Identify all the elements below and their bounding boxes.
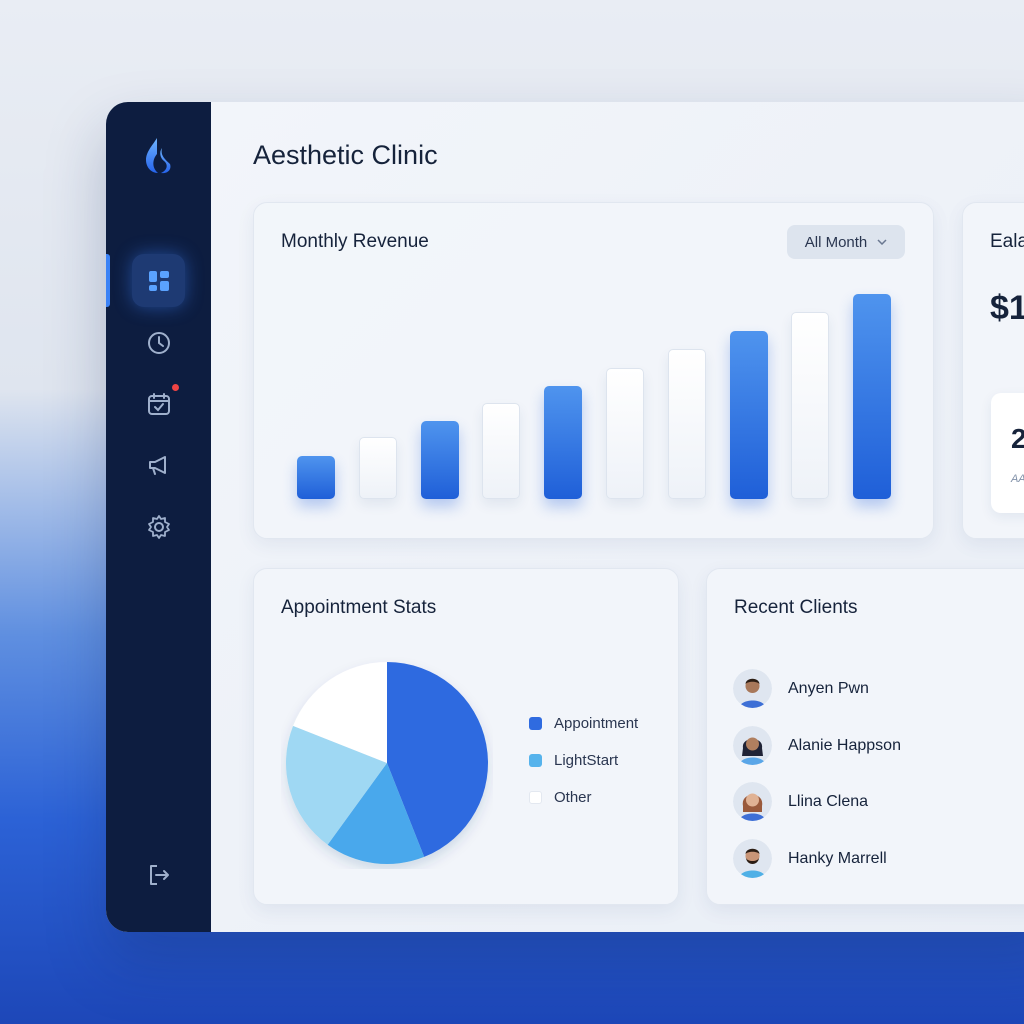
main-content: Aesthetic Clinic Monthly Revenue All Mon… [211, 102, 1024, 932]
revenue-bar[interactable] [606, 368, 644, 499]
legend-swatch [529, 754, 542, 767]
summary-card: Eala $1 2 AA [962, 202, 1024, 539]
revenue-bar[interactable] [791, 312, 829, 499]
avatar [733, 782, 772, 821]
drop-logo-icon [146, 138, 171, 174]
mini-stat-value: 2 [1011, 423, 1024, 454]
revenue-bar[interactable] [482, 403, 520, 499]
client-row[interactable]: Hanky Marrell [733, 839, 887, 878]
app-window: Aesthetic Clinic Monthly Revenue All Mon… [106, 102, 1024, 932]
gear-icon [147, 514, 170, 539]
appointment-stats-title: Appointment Stats [281, 597, 437, 618]
summary-title: Eala [990, 231, 1024, 252]
revenue-bar[interactable] [297, 456, 335, 499]
avatar [733, 726, 772, 765]
legend-label: Appointment [554, 715, 639, 732]
calendar-icon [147, 392, 170, 415]
recent-clients-card: Recent Clients Anyen Pwn Alanie Happso [706, 568, 1024, 905]
sidebar [106, 102, 211, 932]
client-name: Alanie Happson [788, 736, 901, 754]
chevron-down-icon [877, 239, 887, 245]
sidebar-item-calendar[interactable] [132, 377, 185, 430]
logout-button[interactable] [132, 848, 185, 901]
month-filter-label: All Month [804, 233, 868, 251]
client-name: Anyen Pwn [788, 679, 869, 697]
avatar [733, 839, 772, 878]
megaphone-icon [148, 455, 166, 475]
revenue-bar[interactable] [853, 294, 891, 499]
revenue-bar[interactable] [730, 331, 768, 499]
revenue-bar[interactable] [359, 437, 397, 499]
client-row[interactable]: Llina Clena [733, 782, 868, 821]
sidebar-item-dashboard[interactable] [132, 254, 185, 307]
revenue-card: Monthly Revenue All Month [253, 202, 934, 539]
client-row[interactable]: Anyen Pwn [733, 669, 869, 708]
clock-icon [147, 331, 170, 354]
dashboard-icon [148, 270, 169, 291]
client-name: Llina Clena [788, 792, 869, 810]
legend-swatch [529, 791, 542, 804]
legend-item-other: Other [529, 789, 592, 806]
pie-slice[interactable] [293, 662, 387, 763]
recent-clients-title: Recent Clients [734, 597, 858, 618]
revenue-bar[interactable] [668, 349, 706, 499]
legend-item-lightstart: LightStart [529, 752, 618, 769]
revenue-title: Monthly Revenue [281, 231, 429, 252]
sidebar-item-history[interactable] [132, 316, 185, 369]
pie-slice[interactable] [327, 763, 425, 864]
legend-swatch [529, 717, 542, 730]
appointment-stats-card: Appointment Stats Appointment LightStart… [253, 568, 679, 905]
pie-slice[interactable] [286, 725, 387, 845]
summary-value: $1 [990, 289, 1024, 327]
avatar [733, 669, 772, 708]
legend-item-appointment: Appointment [529, 715, 638, 732]
revenue-bar-chart [254, 203, 933, 538]
sidebar-item-campaigns[interactable] [132, 438, 185, 491]
client-row[interactable]: Alanie Happson [733, 726, 901, 765]
revenue-bar[interactable] [544, 386, 582, 499]
logout-icon [149, 864, 169, 885]
client-name: Hanky Marrell [788, 849, 887, 867]
legend-label: LightStart [554, 752, 619, 769]
revenue-bar[interactable] [421, 421, 459, 499]
mini-stat-sub: AA [1011, 473, 1024, 485]
legend-label: Other [554, 789, 592, 806]
appointment-pie-chart [286, 662, 488, 864]
active-indicator [106, 254, 110, 307]
page-title: Aesthetic Clinic [253, 140, 438, 170]
pie-slice[interactable] [387, 662, 488, 857]
sidebar-item-settings[interactable] [132, 500, 185, 553]
month-filter-dropdown[interactable]: All Month [787, 225, 905, 259]
mini-stat-card: 2 AA [991, 393, 1024, 513]
notification-badge [172, 384, 179, 391]
